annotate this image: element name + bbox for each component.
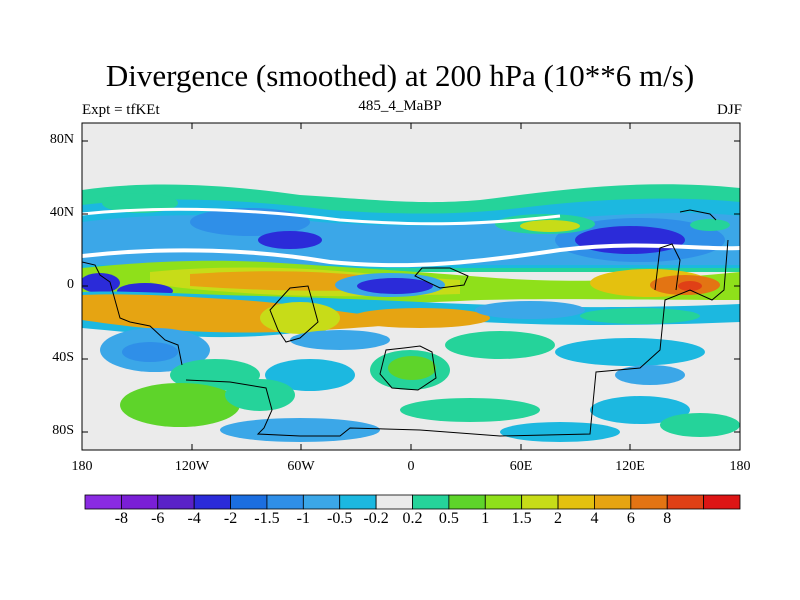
run-label: 485_4_MaBP bbox=[358, 98, 442, 114]
x-tick-label: 180 bbox=[729, 459, 751, 474]
colorbar-label: 0.2 bbox=[402, 510, 423, 527]
colorbar-label: 0.5 bbox=[438, 510, 459, 527]
y-tick-label: 40S bbox=[52, 350, 74, 365]
map-title: Divergence (smoothed) at 200 hPa (10**6 … bbox=[105, 58, 695, 93]
colorbar-swatch bbox=[557, 494, 595, 510]
colorbar-label: -0.5 bbox=[327, 510, 353, 527]
colorbar bbox=[84, 494, 741, 510]
y-tick-label: 80N bbox=[49, 132, 74, 147]
colorbar-swatch bbox=[666, 494, 705, 510]
colorbar-swatch bbox=[375, 494, 413, 510]
x-tick-label: 60E bbox=[509, 459, 533, 474]
colorbar-label: -1 bbox=[296, 510, 310, 527]
x-tick-label: 180 bbox=[71, 459, 93, 474]
colorbar-swatch bbox=[448, 494, 486, 510]
y-tick-label: 80S bbox=[52, 423, 74, 438]
colorbar-label: 4 bbox=[590, 510, 599, 527]
colorbar-label: 1 bbox=[481, 510, 490, 527]
colorbar-swatch bbox=[594, 494, 632, 510]
colorbar-swatch bbox=[230, 494, 268, 510]
colorbar-label: -8 bbox=[114, 510, 129, 527]
colorbar-label: 2 bbox=[554, 510, 563, 527]
y-tick-label: 0 bbox=[67, 277, 74, 292]
colorbar-swatch bbox=[120, 494, 159, 510]
colorbar-label: -4 bbox=[187, 510, 201, 527]
experiment-label: Expt = tfKEt bbox=[82, 102, 160, 118]
colorbar-swatch bbox=[339, 494, 377, 510]
axis-ticks bbox=[81, 123, 741, 450]
colorbar-swatch bbox=[630, 494, 668, 510]
colorbar-swatch bbox=[703, 494, 741, 510]
colorbar-swatch bbox=[84, 494, 122, 510]
colorbar-swatch bbox=[521, 494, 559, 510]
colorbar-swatch bbox=[484, 494, 523, 510]
colorbar-label: -2 bbox=[223, 510, 238, 527]
colorbar-label: -6 bbox=[151, 510, 165, 527]
colorbar-swatch bbox=[302, 494, 341, 510]
colorbar-swatch bbox=[193, 494, 231, 510]
colorbar-label: 8 bbox=[663, 510, 672, 527]
colorbar-swatch bbox=[157, 494, 195, 510]
x-tick-label: 0 bbox=[407, 459, 415, 474]
colorbar-swatch bbox=[412, 494, 450, 510]
x-tick-label: 120E bbox=[615, 459, 645, 474]
x-tick-label: 60W bbox=[287, 459, 315, 474]
y-tick-label: 40N bbox=[49, 205, 74, 220]
x-tick-label: 120W bbox=[174, 459, 210, 474]
colorbar-label: 1.5 bbox=[511, 510, 532, 527]
season-label: DJF bbox=[716, 102, 742, 118]
colorbar-swatch bbox=[266, 494, 304, 510]
divergence-field bbox=[82, 123, 740, 450]
colorbar-label: 6 bbox=[626, 510, 635, 527]
coastlines bbox=[82, 209, 729, 437]
colorbar-label: -0.2 bbox=[363, 510, 389, 527]
colorbar-label: -1.5 bbox=[254, 510, 280, 527]
